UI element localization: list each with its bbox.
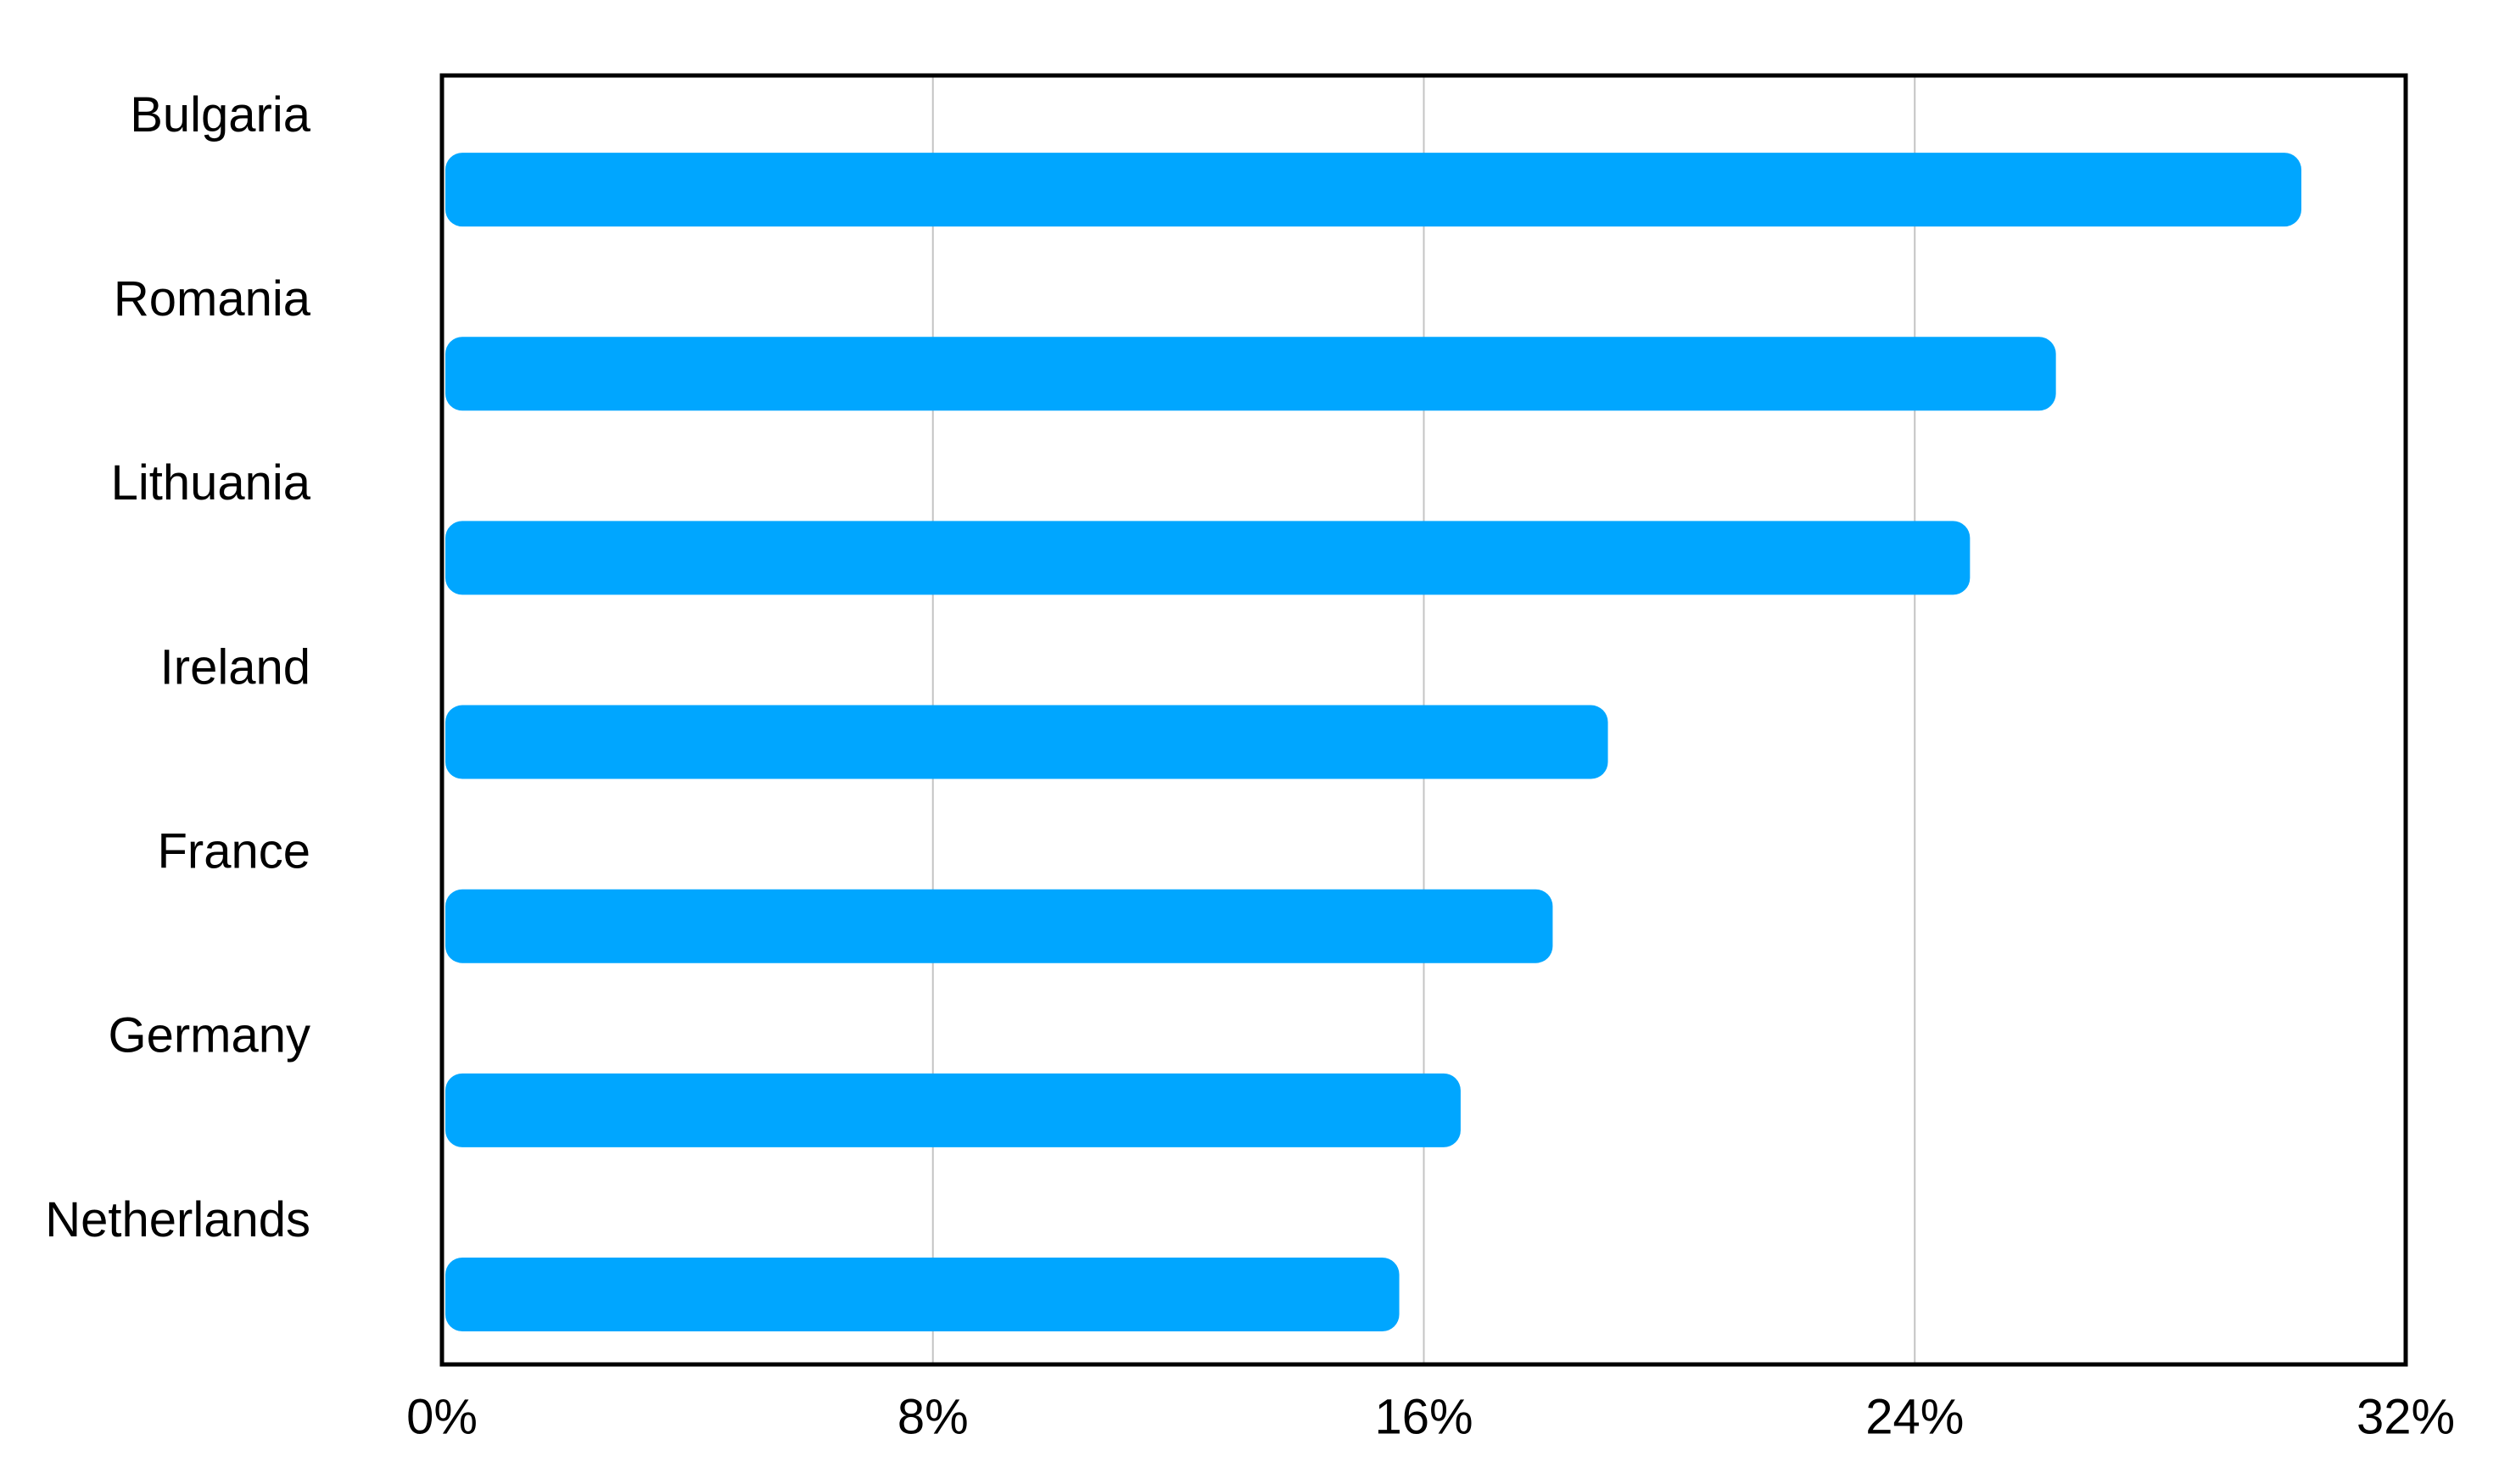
bar bbox=[445, 521, 1971, 595]
bar bbox=[445, 153, 2302, 227]
bar bbox=[445, 1073, 1461, 1147]
y-tick-label: Ireland bbox=[160, 639, 310, 695]
y-tick-label: Germany bbox=[108, 1008, 310, 1063]
x-tick-label: 0% bbox=[406, 1389, 478, 1444]
labels: 0% 8% 16% 24% 32% Bulgaria Romania Lithuania Ire… bbox=[45, 87, 2455, 1444]
x-tick-label: 8% bbox=[897, 1389, 969, 1444]
bar bbox=[445, 889, 1553, 963]
bars bbox=[445, 153, 2302, 1331]
y-tick-label: Romania bbox=[114, 271, 311, 326]
bar bbox=[445, 705, 1608, 779]
bar bbox=[445, 337, 2056, 411]
x-tick-label: 24% bbox=[1865, 1389, 1964, 1444]
y-tick-label: France bbox=[157, 824, 310, 879]
bar bbox=[445, 1257, 1400, 1331]
plot-frame bbox=[439, 73, 2408, 1367]
x-tick-label: 32% bbox=[2356, 1389, 2455, 1444]
y-tick-label: Bulgaria bbox=[130, 87, 311, 142]
y-tick-label: Netherlands bbox=[45, 1192, 310, 1247]
y-tick-label: Lithuania bbox=[111, 455, 311, 510]
x-tick-label: 16% bbox=[1374, 1389, 1473, 1444]
